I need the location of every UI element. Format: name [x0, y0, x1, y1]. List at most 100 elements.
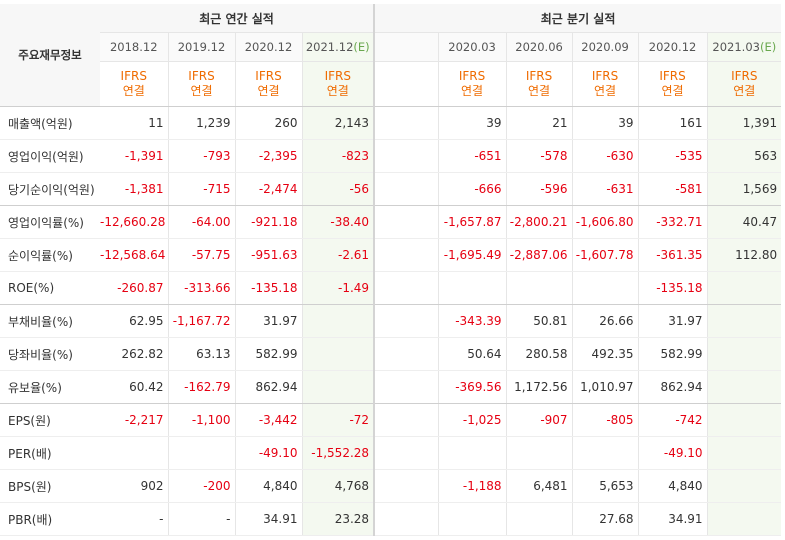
annual-value-cell: -313.66	[168, 271, 236, 305]
annual-value-cell: -2,474	[235, 172, 303, 206]
annual-value-cell: -162.79	[168, 370, 236, 404]
quarter-value-cell: -805	[572, 403, 639, 437]
quarter-group-header: 최근 분기 실적	[374, 4, 782, 33]
quarter-value-cell: -1,607.78	[572, 238, 639, 272]
corner-label: 주요재무정보	[0, 4, 100, 107]
quarter-value-cell	[572, 271, 639, 305]
quarter-value-cell: 862.94	[638, 370, 708, 404]
quarter-value-cell: -651	[438, 139, 507, 173]
accounting-basis: IFRS 연결	[638, 61, 708, 107]
gap-cell	[374, 172, 439, 206]
annual-value-cell: 31.97	[235, 304, 303, 338]
annual-value-cell: -823	[302, 139, 376, 173]
quarter-value-cell: 31.97	[638, 304, 708, 338]
annual-value-cell: -64.00	[168, 205, 236, 239]
accounting-basis: IFRS 연결	[438, 61, 507, 107]
quarter-value-cell: 40.47	[707, 205, 782, 239]
table-row: 영업이익(억원) -1,391 -793 -2,395 -823 -651 -578 -630…	[0, 139, 782, 173]
quarter-value-cell: -742	[638, 403, 708, 437]
row-label: ROE(%)	[0, 271, 100, 305]
quarter-value-cell	[707, 370, 782, 404]
annual-value-cell: 260	[235, 106, 303, 140]
quarter-value-cell: -666	[438, 172, 507, 206]
gap-cell	[374, 502, 439, 536]
row-label: 부채비율(%)	[0, 304, 100, 338]
quarter-value-cell: 21	[506, 106, 573, 140]
quarter-period-header: 2021.03(E)	[707, 32, 782, 62]
quarter-value-cell: -343.39	[438, 304, 507, 338]
table-row: 부채비율(%) 62.95 -1,167.72 31.97 -343.39 50.81 26…	[0, 304, 782, 338]
annual-value-cell	[302, 337, 376, 371]
annual-value-cell: -1,167.72	[168, 304, 236, 338]
quarter-value-cell	[438, 436, 507, 470]
quarter-value-cell	[707, 304, 782, 338]
gap-cell	[374, 436, 439, 470]
annual-value-cell: 11	[100, 106, 169, 140]
annual-value-cell: 4,768	[302, 469, 376, 503]
quarter-value-cell: -631	[572, 172, 639, 206]
annual-value-cell: 23.28	[302, 502, 376, 536]
quarter-value-cell: -596	[506, 172, 573, 206]
gap-cell	[374, 337, 439, 371]
row-label: 당좌비율(%)	[0, 337, 100, 371]
quarter-value-cell: 5,653	[572, 469, 639, 503]
financial-summary-table: 주요재무정보 최근 연간 실적 최근 분기 실적 2018.12 2019.12 2…	[0, 4, 782, 536]
quarter-value-cell: 563	[707, 139, 782, 173]
quarter-value-cell: 1,172.56	[506, 370, 573, 404]
table-row: 순이익률(%) -12,568.64 -57.75 -951.63 -2.61 -1,69…	[0, 238, 782, 272]
quarter-value-cell: -1,695.49	[438, 238, 507, 272]
annual-value-cell: -56	[302, 172, 376, 206]
annual-value-cell: -12,660.28	[100, 205, 169, 239]
quarter-value-cell: 50.81	[506, 304, 573, 338]
quarter-value-cell	[707, 337, 782, 371]
annual-value-cell: -38.40	[302, 205, 376, 239]
annual-value-cell: -2,217	[100, 403, 169, 437]
gap-cell	[374, 469, 439, 503]
gap-cell	[374, 403, 439, 437]
quarter-value-cell: -332.71	[638, 205, 708, 239]
table-row: ROE(%) -260.87 -313.66 -135.18 -1.49 -135.18	[0, 271, 782, 305]
accounting-basis: IFRS 연결	[100, 61, 169, 107]
quarter-value-cell: 39	[438, 106, 507, 140]
annual-value-cell: 902	[100, 469, 169, 503]
estimate-marker: (E)	[759, 40, 777, 54]
accounting-basis: IFRS 연결	[572, 61, 639, 107]
annual-value-cell: -921.18	[235, 205, 303, 239]
annual-value-cell: 60.42	[100, 370, 169, 404]
annual-value-cell: 4,840	[235, 469, 303, 503]
annual-value-cell: 62.95	[100, 304, 169, 338]
quarter-period-header: 2020.06	[506, 32, 573, 62]
quarter-value-cell: 39	[572, 106, 639, 140]
quarter-value-cell	[707, 436, 782, 470]
annual-value-cell: 262.82	[100, 337, 169, 371]
annual-value-cell: 582.99	[235, 337, 303, 371]
accounting-basis: IFRS 연결	[235, 61, 303, 107]
annual-value-cell: -49.10	[235, 436, 303, 470]
gap-cell	[374, 304, 439, 338]
row-label: 유보율(%)	[0, 370, 100, 404]
quarter-period-header: 2020.09	[572, 32, 639, 62]
quarter-value-cell: -1,025	[438, 403, 507, 437]
annual-value-cell: 2,143	[302, 106, 376, 140]
annual-value-cell: -260.87	[100, 271, 169, 305]
annual-value-cell: -3,442	[235, 403, 303, 437]
quarter-value-cell: -1,657.87	[438, 205, 507, 239]
annual-value-cell: -135.18	[235, 271, 303, 305]
annual-period-header: 2021.12(E)	[302, 32, 376, 62]
annual-value-cell	[100, 436, 169, 470]
annual-value-cell: -57.75	[168, 238, 236, 272]
annual-value-cell: -1,552.28	[302, 436, 376, 470]
annual-value-cell: 862.94	[235, 370, 303, 404]
row-label: BPS(원)	[0, 469, 100, 503]
quarter-value-cell	[506, 436, 573, 470]
quarter-value-cell: 6,481	[506, 469, 573, 503]
annual-value-cell: -2,395	[235, 139, 303, 173]
quarter-value-cell: 1,391	[707, 106, 782, 140]
annual-value-cell: -200	[168, 469, 236, 503]
row-label: 당기순이익(억원)	[0, 172, 100, 206]
quarter-value-cell: -49.10	[638, 436, 708, 470]
annual-value-cell: -12,568.64	[100, 238, 169, 272]
annual-value-cell: -1,381	[100, 172, 169, 206]
annual-value-cell: -1,100	[168, 403, 236, 437]
quarter-value-cell: 582.99	[638, 337, 708, 371]
